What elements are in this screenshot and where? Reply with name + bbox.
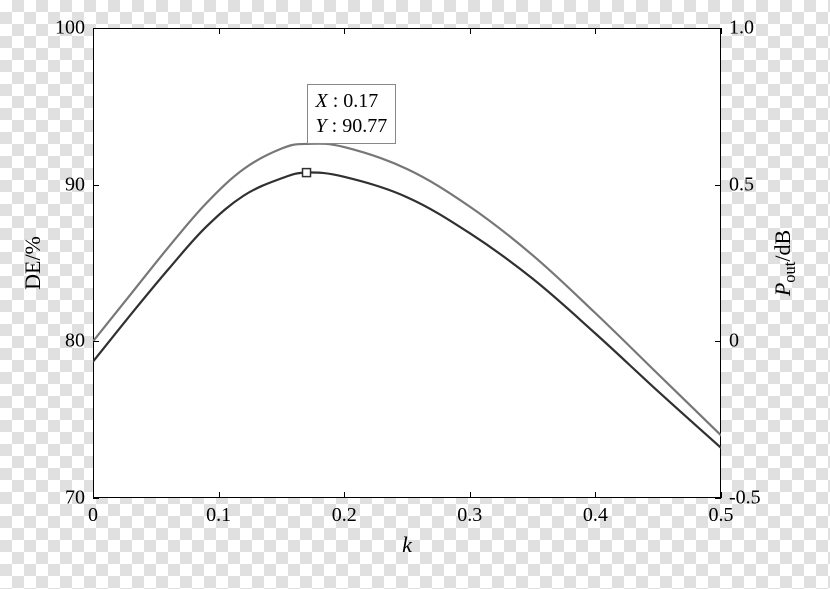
y-right-axis-label: Pout/dB [770,230,800,296]
tick-mark [93,341,99,342]
y-left-axis-label: DE/% [20,236,46,290]
tick-label: 100 [55,17,85,40]
tick-label: 0.2 [332,504,357,527]
tick-mark [344,28,345,34]
tick-mark [93,28,99,29]
tick-mark [470,28,471,34]
curve-lower [93,173,721,448]
curve-upper [93,144,721,436]
tick-mark [721,28,722,34]
tick-mark [219,492,220,498]
tick-label: 0.4 [583,504,608,527]
tick-label: 1.0 [729,17,754,40]
tick-mark [93,498,99,499]
colon: : [333,90,344,112]
data-tip-x-value: 0.17 [343,90,378,112]
tick-mark [344,492,345,498]
tick-label: 0 [88,504,98,527]
chart-svg [0,0,830,589]
tick-label: 0.3 [457,504,482,527]
tick-mark [715,498,721,499]
data-tip-y-value: 90.77 [342,115,387,137]
tick-label: 90 [65,173,85,196]
x-axis-label: k [402,532,412,558]
data-tip-marker [303,169,311,177]
tick-mark [219,28,220,34]
tick-mark [93,185,99,186]
tick-label: 0.1 [206,504,231,527]
tick-mark [715,185,721,186]
tick-mark [721,492,722,498]
data-tip-y: Y : 90.77 [316,114,388,139]
tick-label: 0.5 [729,173,754,196]
data-tip-x-label: X [316,90,328,112]
tick-label: 70 [65,487,85,510]
tick-mark [595,28,596,34]
data-tip-x: X : 0.17 [316,89,388,114]
chart-canvas: 00.10.20.30.40.5708090100-0.500.51.0kDE/… [0,0,830,589]
tick-mark [595,492,596,498]
tick-mark [715,28,721,29]
tick-mark [715,341,721,342]
tick-label: 0 [729,330,739,353]
data-tip-y-label: Y [316,115,327,137]
data-tip: X : 0.17 Y : 90.77 [307,84,397,144]
colon: : [332,115,343,137]
tick-label: -0.5 [729,487,761,510]
tick-label: 80 [65,330,85,353]
tick-mark [470,492,471,498]
